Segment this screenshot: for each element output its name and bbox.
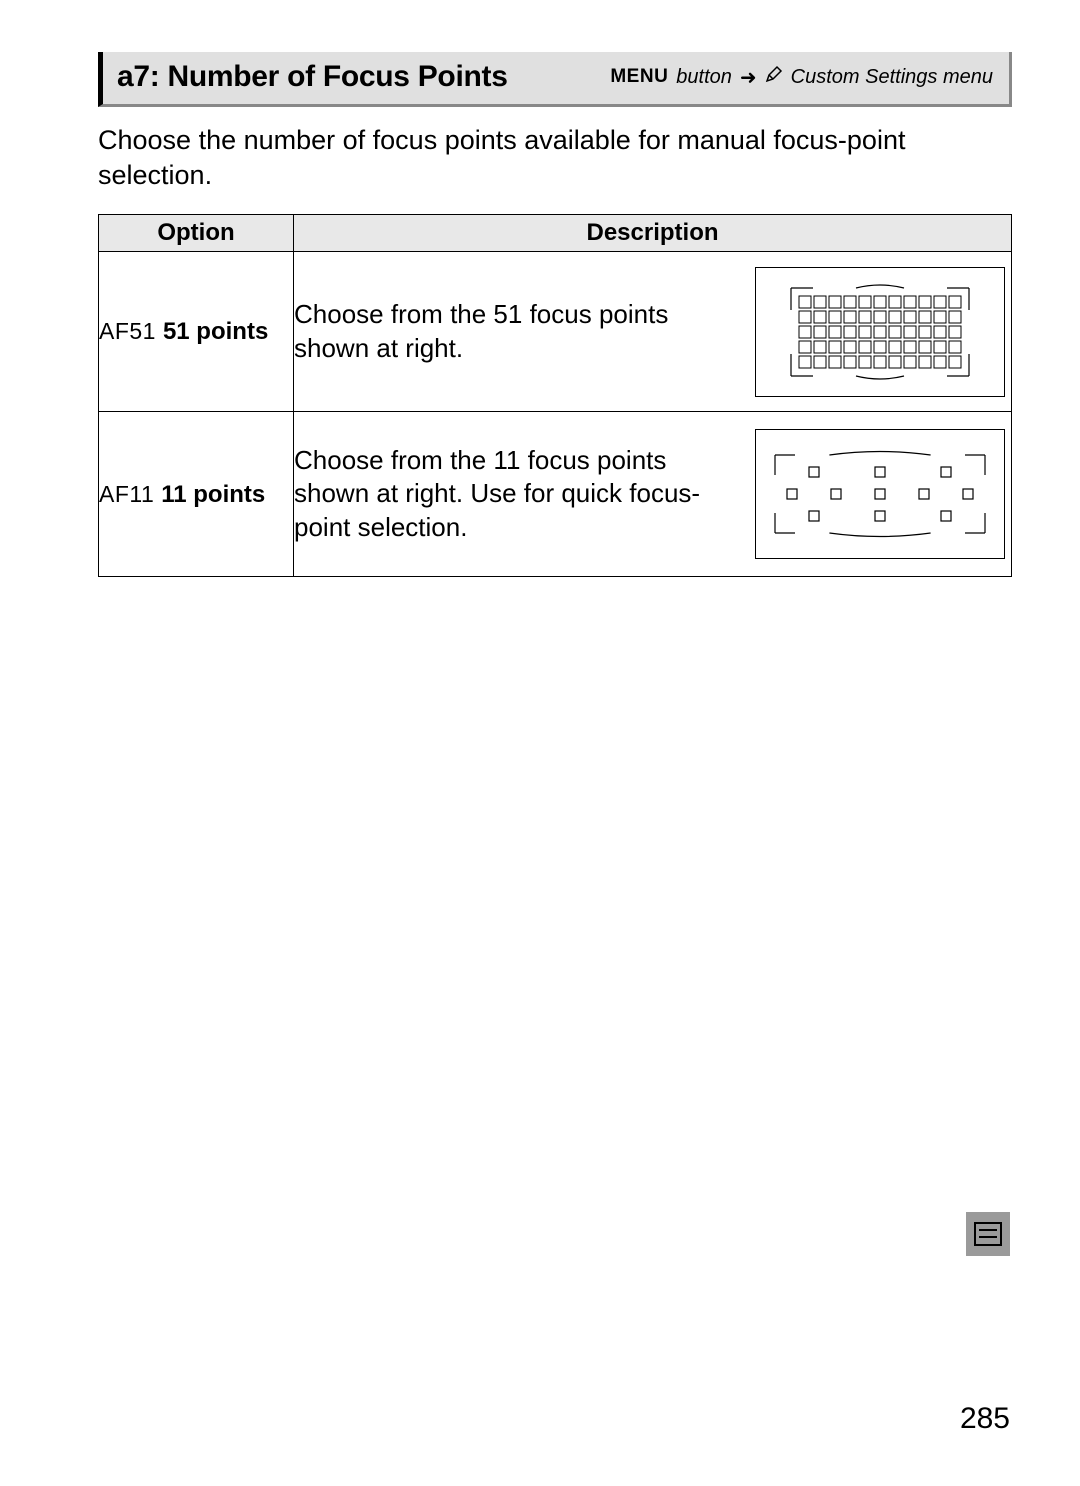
pencil-icon <box>765 65 783 89</box>
option-code: AF11 <box>99 481 154 507</box>
option-description: Choose from the 51 focus points shown at… <box>294 298 737 365</box>
menu-button-label: MENU <box>610 66 668 88</box>
focus-diagram-51 <box>755 267 1005 397</box>
setting-title: a7: Number of Focus Points <box>117 60 508 94</box>
menu-destination: Custom Settings menu <box>791 66 993 89</box>
page-number: 285 <box>960 1402 1010 1436</box>
menu-path: MENU button ➜ Custom Settings menu <box>610 65 993 90</box>
table-row: AF11 11 points Choose from the 11 focus … <box>99 412 1012 577</box>
col-header-option: Option <box>99 215 294 252</box>
menu-section-icon <box>966 1212 1010 1256</box>
option-label: 11 points <box>161 481 265 508</box>
intro-text: Choose the number of focus points availa… <box>98 123 1012 192</box>
menu-button-text: button <box>676 66 732 89</box>
option-description: Choose from the 11 focus points shown at… <box>294 444 737 544</box>
table-row: AF51 51 points Choose from the 51 focus … <box>99 252 1012 412</box>
col-header-description: Description <box>294 215 1012 252</box>
setting-header: a7: Number of Focus Points MENU button ➜… <box>98 52 1012 107</box>
arrow-icon: ➜ <box>740 65 757 90</box>
option-label: 51 points <box>163 318 268 345</box>
focus-diagram-11 <box>755 429 1005 559</box>
option-code: AF51 <box>99 318 156 344</box>
options-table: Option Description AF51 51 points Choose… <box>98 214 1012 577</box>
